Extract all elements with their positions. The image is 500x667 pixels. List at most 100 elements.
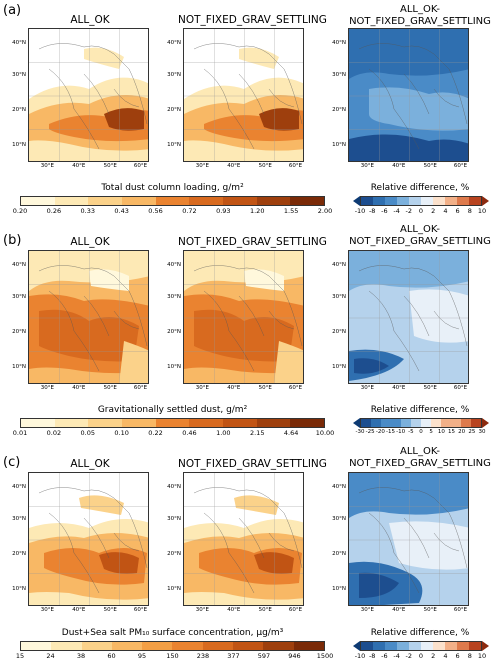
latitude-label: 30°N <box>332 72 346 79</box>
colorbar-segment <box>397 642 409 650</box>
longitude-label: 40°E <box>392 385 406 391</box>
latitude-label: 20°N <box>332 329 346 336</box>
colorbar-segment <box>409 642 421 650</box>
colorbar-tick-label: 1500 <box>316 652 334 660</box>
diff-colorbar-tick-label: -2 <box>405 652 413 660</box>
colorbar-segment <box>54 419 89 427</box>
colorbar-tick-label: 60 <box>107 652 116 660</box>
diff-cb-arrow-left-c <box>353 641 360 651</box>
colorbar-segment <box>431 419 441 427</box>
colorbar-a <box>20 196 325 206</box>
diff-colorbar-tick-label: 2 <box>431 652 436 660</box>
colorbar-segment <box>371 419 381 427</box>
colorbar-tick-label: 150 <box>166 652 179 660</box>
colorbar-segment <box>471 419 481 427</box>
diff-colorbar-tick-label: 8 <box>467 652 472 660</box>
diff-colorbar-a <box>360 196 482 206</box>
diff-colorbar-tick-label: 0 <box>418 207 424 215</box>
latitude-label: 30°N <box>12 516 26 523</box>
colorbar-tick-label: 4.64 <box>283 429 299 437</box>
panel-label-b: (b) <box>3 233 22 248</box>
colorbar-segment <box>223 197 257 205</box>
diff-colorbar-tick-label: 8 <box>467 207 472 215</box>
colorbar-c <box>20 641 325 651</box>
latitude-label: 10°N <box>12 363 26 370</box>
panel-label-c: (c) <box>3 455 21 470</box>
diff-colorbar-tick-label: -2 <box>405 207 413 215</box>
colorbar-segment <box>256 419 291 427</box>
latitude-label: 30°N <box>332 294 346 301</box>
colorbar-segment <box>409 197 421 205</box>
map-c2 <box>183 472 304 606</box>
longitude-label: 30°E <box>40 385 54 391</box>
colorbar-segment <box>233 642 264 650</box>
diff-colorbar-tick-label: 4 <box>443 207 448 215</box>
latitude-label: 10°N <box>12 585 26 592</box>
colorbar-segment <box>290 419 325 427</box>
diff-cb-arrow-right-a <box>482 196 489 206</box>
map-title-a1: ALL_OK <box>70 14 110 26</box>
colorbar-segment <box>256 197 291 205</box>
diff-colorbar-tick-label: -25 <box>365 429 375 435</box>
colorbar-segment <box>81 642 112 650</box>
colorbar-segment <box>469 197 481 205</box>
diff-colorbar-tick-label: 6 <box>455 207 460 215</box>
map-b2 <box>183 250 304 384</box>
diff-colorbar-tick-label: 15 <box>448 429 455 435</box>
colorbar-segment <box>385 642 397 650</box>
colorbar-segment <box>293 642 324 650</box>
diff-cb-title-c: Relative difference, % <box>370 628 470 638</box>
diff-colorbar-tick-label: -10 <box>354 652 366 660</box>
latitude-label: 40°N <box>12 484 26 491</box>
latitude-label: 30°N <box>167 294 181 301</box>
longitude-label: 30°E <box>195 163 209 169</box>
colorbar-segment <box>88 197 123 205</box>
diff-cb-title-a: Relative difference, % <box>370 183 470 193</box>
colorbar-segment <box>433 642 445 650</box>
latitude-label: 30°N <box>332 516 346 523</box>
longitude-label: 60°E <box>453 385 468 391</box>
colorbar-tick-label: 1.20 <box>249 207 265 215</box>
latitude-label: 10°N <box>332 585 346 592</box>
latitude-label: 10°N <box>332 363 346 370</box>
diff-cb-arrow-right-c <box>482 641 489 651</box>
colorbar-segment <box>223 419 257 427</box>
colorbar-tick-label: 15 <box>15 652 25 660</box>
colorbar-segment <box>445 197 457 205</box>
cb-title-a: Total dust column loading, g/m² <box>101 183 244 193</box>
longitude-label: 40°E <box>227 163 241 169</box>
longitude-label: 60°E <box>288 163 303 169</box>
colorbar-tick-label: 0.22 <box>148 429 163 437</box>
diff-colorbar-tick-label: -10 <box>354 207 366 215</box>
map-title-c2: NOT_FIXED_GRAV_SETTLING <box>178 458 327 470</box>
diff-cb-arrow-left-b <box>353 418 360 428</box>
colorbar-segment <box>361 197 373 205</box>
longitude-label: 30°E <box>195 607 209 613</box>
colorbar-tick-label: 38 <box>76 652 86 660</box>
latitude-label: 30°N <box>12 294 26 301</box>
colorbar-tick-label: 95 <box>137 652 147 660</box>
diff-cb-title-b: Relative difference, % <box>370 405 470 415</box>
colorbar-tick-label: 10.00 <box>315 429 335 437</box>
longitude-label: 40°E <box>392 163 406 169</box>
diff-colorbar-tick-label: -15 <box>386 429 395 435</box>
colorbar-segment <box>469 642 481 650</box>
colorbar-segment <box>451 419 461 427</box>
colorbar-tick-label: 24 <box>46 652 55 660</box>
diff-colorbar-tick-label: 10 <box>477 652 487 660</box>
longitude-label: 60°E <box>288 385 303 391</box>
colorbar-tick-label: 2.15 <box>249 429 265 437</box>
diff-colorbar-tick-label: 10 <box>477 207 487 215</box>
map-title-a2: NOT_FIXED_GRAV_SETTLING <box>178 14 327 26</box>
latitude-label: 10°N <box>167 141 181 148</box>
colorbar-tick-label: 597 <box>257 652 271 660</box>
diff-colorbar-tick-label: 2 <box>431 207 436 215</box>
longitude-label: 50°E <box>423 607 437 613</box>
longitude-label: 30°E <box>40 607 54 613</box>
colorbar-tick-label: 0.72 <box>182 207 197 215</box>
longitude-label: 50°E <box>103 385 117 391</box>
latitude-label: 20°N <box>12 107 26 114</box>
colorbar-segment <box>445 642 457 650</box>
colorbar-segment <box>155 419 190 427</box>
colorbar-segment <box>411 419 421 427</box>
